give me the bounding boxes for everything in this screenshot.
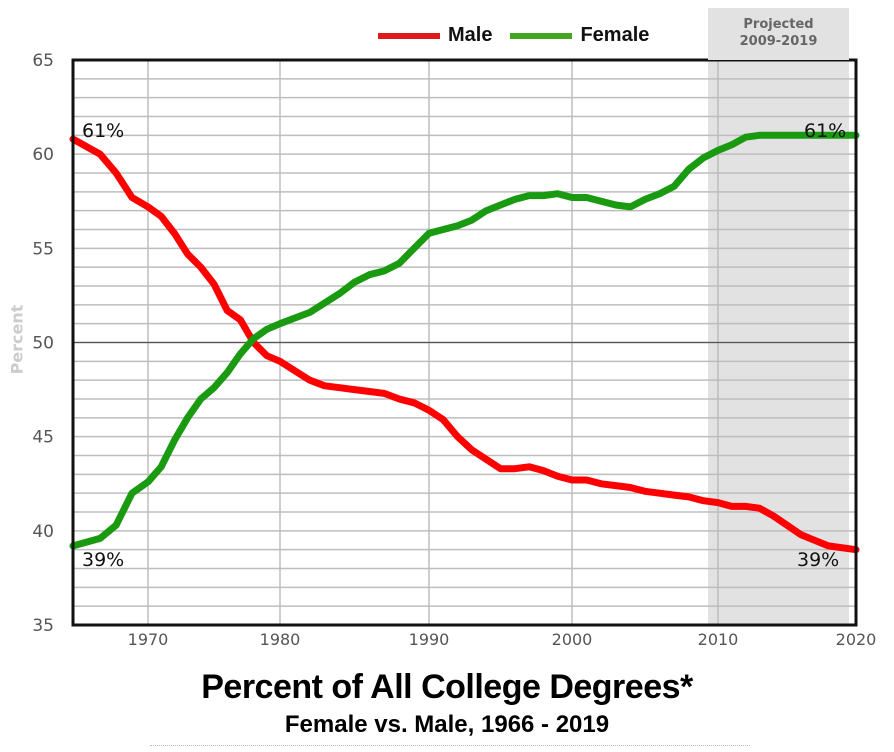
male-swatch	[378, 32, 440, 39]
legend: Male Female	[378, 24, 667, 47]
x-tick-label: 1980	[260, 630, 301, 649]
y-tick-label: 35	[32, 616, 54, 636]
y-axis-label: Percent	[7, 304, 27, 375]
y-tick-label: 65	[32, 51, 54, 71]
annotation-female-start: 39%	[82, 549, 124, 571]
x-tick-label: 1970	[128, 630, 169, 649]
x-tick-label: 2000	[552, 630, 593, 649]
x-tick-label: 1990	[409, 630, 450, 649]
legend-female-label: Female	[580, 24, 650, 46]
legend-item-female: Female	[510, 24, 649, 47]
annotation-male-start: 61%	[82, 120, 124, 142]
y-tick-label: 60	[32, 145, 54, 165]
legend-item-male: Male	[378, 24, 492, 47]
y-axis-ticks: 35 40 45 50 55 60 65	[32, 51, 54, 636]
male-series-line	[69, 135, 860, 554]
projected-label-line1: Projected	[743, 17, 814, 32]
footnote-cutoff	[150, 745, 750, 749]
y-tick-label: 50	[32, 334, 54, 354]
projected-label: Projected 2009-2019	[708, 8, 849, 60]
female-series-line	[69, 131, 860, 550]
annotation-female-end: 61%	[804, 120, 846, 142]
projected-label-line2: 2009-2019	[739, 34, 818, 49]
chart-title: Percent of All College Degrees*	[201, 668, 693, 706]
y-tick-label: 45	[32, 428, 54, 448]
plot-frame	[71, 58, 858, 627]
female-swatch	[510, 32, 573, 39]
annotation-male-end: 39%	[797, 549, 839, 571]
x-axis-ticks: 1970 1980 1990 2000 2010 2020	[128, 630, 877, 649]
x-tick-label: 2010	[698, 630, 739, 649]
y-tick-label: 40	[32, 522, 54, 542]
chart-subtitle: Female vs. Male, 1966 - 2019	[284, 711, 610, 738]
legend-male-label: Male	[448, 24, 493, 46]
x-tick-label: 2020	[836, 630, 877, 649]
y-tick-label: 55	[32, 239, 54, 259]
